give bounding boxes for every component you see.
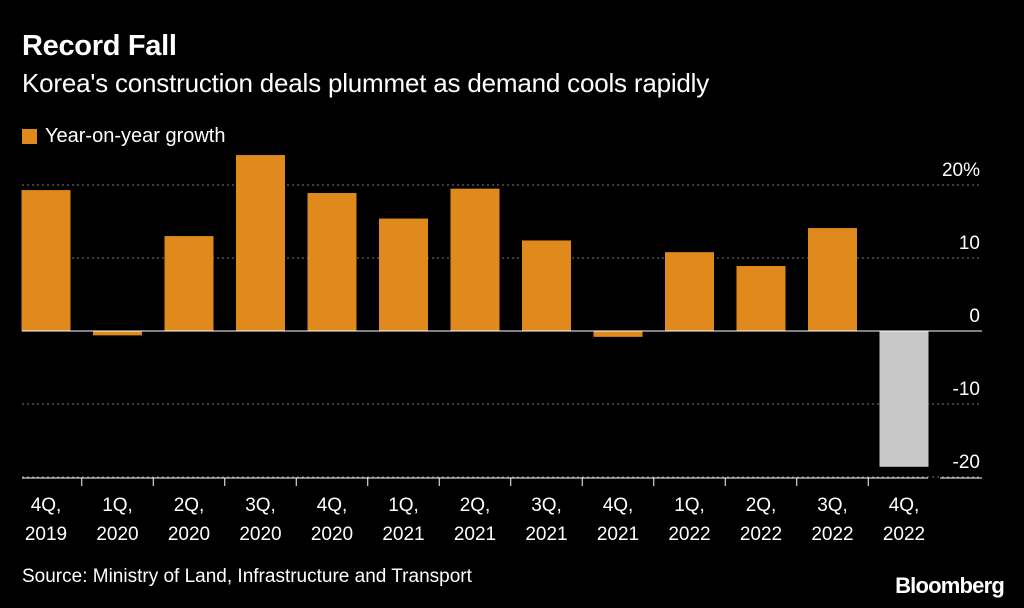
bar — [450, 188, 500, 331]
x-tick-label: 1Q, — [102, 495, 133, 516]
x-tick-label: 2020 — [168, 524, 210, 545]
x-tick-label: 2021 — [597, 524, 639, 545]
bar — [379, 218, 428, 331]
x-tick-label: 1Q, — [674, 495, 705, 516]
y-tick-label: 10 — [959, 233, 980, 254]
x-tick-label: 2021 — [525, 524, 567, 545]
x-tick-label: 2022 — [668, 524, 710, 545]
x-tick-label: 4Q, — [603, 495, 634, 516]
bar — [21, 190, 71, 331]
bar — [808, 228, 857, 331]
y-tick-label: -20 — [953, 452, 980, 473]
x-tick-label: 4Q, — [317, 495, 348, 516]
bar — [307, 193, 357, 331]
chart-subtitle: Korea's construction deals plummet as de… — [22, 68, 710, 98]
x-tick-label: 2021 — [454, 524, 496, 545]
x-tick-label: 1Q, — [388, 495, 419, 516]
x-tick-label: 3Q, — [245, 495, 276, 516]
y-tick-label: 20% — [942, 160, 980, 181]
x-tick-label: 4Q, — [889, 495, 920, 516]
x-tick-label: 2019 — [25, 524, 67, 545]
bar — [164, 236, 214, 331]
x-tick-label: 2020 — [239, 524, 281, 545]
chart-title: Record Fall — [22, 30, 177, 62]
bar — [593, 331, 643, 337]
bar — [736, 266, 786, 331]
x-tick-label: 3Q, — [531, 495, 562, 516]
x-tick-label: 2Q, — [460, 495, 491, 516]
bar — [522, 240, 571, 331]
y-tick-label: -10 — [953, 379, 980, 400]
legend-swatch — [22, 129, 37, 144]
x-tick-label: 2021 — [382, 524, 424, 545]
x-tick-label: 2022 — [811, 524, 853, 545]
bar — [236, 155, 285, 331]
legend: Year-on-year growth — [22, 125, 225, 148]
x-tick-label: 2020 — [311, 524, 353, 545]
x-tick-label: 2Q, — [174, 495, 205, 516]
x-tick-label: 2020 — [96, 524, 138, 545]
x-tick-label: 2Q, — [746, 495, 777, 516]
x-tick-label: 2022 — [740, 524, 782, 545]
x-tick-label: 2022 — [883, 524, 925, 545]
bar — [665, 252, 714, 331]
brand-logo: Bloomberg — [895, 573, 1005, 598]
x-tick-label: 4Q, — [31, 495, 62, 516]
bar — [93, 331, 142, 336]
source-note: Source: Ministry of Land, Infrastructure… — [22, 566, 472, 587]
y-tick-label: 0 — [969, 306, 980, 327]
bar — [879, 331, 929, 467]
legend-label: Year-on-year growth — [45, 125, 226, 147]
x-tick-label: 3Q, — [817, 495, 848, 516]
